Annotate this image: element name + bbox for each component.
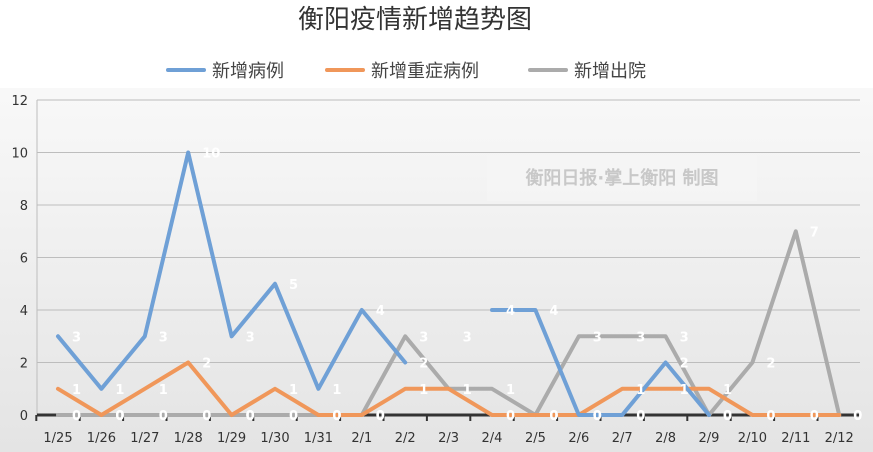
x-tick-label: 2/5 [525, 431, 546, 446]
data-label-0: 4 [506, 304, 515, 319]
data-label-2: 0 [202, 409, 211, 424]
data-label-1: 1 [419, 383, 428, 398]
x-axis: 1/25 1/26 1/27 1/28 1/29 1/30 1/31 2/1 2/2 2/3 2/4… [35, 413, 860, 446]
data-label-1: 0 [506, 409, 515, 424]
y-tick-label: 10 [11, 147, 28, 162]
x-tick-label: 1/30 [260, 431, 289, 446]
data-label-2: 3 [636, 330, 645, 345]
data-label-0: 4 [376, 304, 385, 319]
x-tick-label: 2/1 [351, 431, 372, 446]
y-tick-label: 0 [20, 409, 28, 424]
legend: 新增病例 新增重症病例 新增出院 [166, 61, 646, 82]
x-tick-label: 2/7 [612, 431, 633, 446]
data-label-2: 0 [853, 409, 862, 424]
x-tick-label: 2/3 [438, 431, 459, 446]
data-label-2: 7 [810, 225, 819, 240]
x-tick-label: 2/9 [699, 431, 720, 446]
data-label-0: 3 [246, 330, 255, 345]
data-label-1: 1 [159, 383, 168, 398]
data-label-2: 0 [115, 409, 124, 424]
data-label-2: 0 [376, 409, 385, 424]
x-tick-label: 2/6 [568, 431, 589, 446]
data-label-1: 0 [853, 409, 862, 424]
data-label-0: 0 [723, 409, 732, 424]
y-tick-label: 2 [20, 357, 28, 372]
y-tick-label: 6 [20, 252, 28, 267]
chart-title: 衡阳疫情新增趋势图 [298, 5, 532, 35]
series-lines [56, 150, 842, 417]
x-tick-label: 2/11 [781, 431, 810, 446]
legend-label-0: 新增病例 [212, 61, 284, 82]
data-label-2: 0 [332, 409, 341, 424]
data-label-2: 0 [289, 409, 298, 424]
data-label-0: 2 [680, 357, 689, 372]
x-tick-label: 2/4 [482, 431, 503, 446]
data-label-2: 0 [72, 409, 81, 424]
data-label-2: 1 [463, 383, 472, 398]
data-label-0: 10 [202, 147, 220, 162]
series-line-1-0 [56, 360, 842, 417]
data-label-2: 3 [419, 330, 428, 345]
y-tick-label: 8 [20, 199, 28, 214]
data-label-2: 1 [506, 383, 515, 398]
x-tick-label: 1/27 [130, 431, 159, 446]
header-background [0, 0, 873, 88]
series-line-0-0 [56, 150, 408, 391]
data-label-1: 0 [376, 409, 385, 424]
watermark-background [487, 155, 757, 201]
data-label-1: 0 [332, 409, 341, 424]
x-tick-label: 1/25 [43, 431, 72, 446]
x-tick-label: 1/31 [304, 431, 333, 446]
data-label-2: 0 [246, 409, 255, 424]
y-tick-label: 4 [20, 304, 28, 319]
data-label-0: 1 [115, 383, 124, 398]
data-label-1: 2 [202, 357, 211, 372]
x-tick-label: 2/8 [655, 431, 676, 446]
data-label-0: 0 [593, 409, 602, 424]
data-label-0: 1 [332, 383, 341, 398]
data-label-0: 5 [289, 278, 298, 293]
data-label-1: 0 [246, 409, 255, 424]
data-label-0: 3 [72, 330, 81, 345]
data-label-1: 0 [593, 409, 602, 424]
series-line-0-1 [490, 308, 711, 417]
data-label-1: 1 [289, 383, 298, 398]
data-label-1: 1 [636, 383, 645, 398]
data-label-1: 1 [680, 383, 689, 398]
y-axis: 0 2 4 6 8 10 12 [11, 94, 38, 424]
data-label-2: 0 [549, 409, 558, 424]
legend-label-2: 新增出院 [574, 61, 646, 82]
x-tick-label: 2/10 [738, 431, 767, 446]
x-tick-label: 1/28 [174, 431, 203, 446]
data-label-2: 2 [766, 357, 775, 372]
data-label-0: 0 [636, 409, 645, 424]
y-tick-label: 12 [11, 94, 28, 109]
watermark: 衡阳日报·掌上衡阳 制图 [525, 167, 718, 189]
data-label-1: 0 [810, 409, 819, 424]
data-label-0: 4 [549, 304, 558, 319]
data-label-2: 0 [723, 409, 732, 424]
x-tick-label: 2/12 [825, 431, 854, 446]
data-label-2: 0 [159, 409, 168, 424]
data-label-1: 1 [463, 383, 472, 398]
data-label-1: 0 [549, 409, 558, 424]
data-label-0: 2 [419, 357, 428, 372]
x-tick-label: 2/2 [395, 431, 416, 446]
data-label-0: 3 [463, 330, 472, 345]
data-label-1: 1 [72, 383, 81, 398]
data-label-1: 0 [115, 409, 124, 424]
gridlines [37, 99, 860, 416]
data-label-2: 3 [680, 330, 689, 345]
data-label-2: 3 [593, 330, 602, 345]
data-label-0: 3 [159, 330, 168, 345]
x-tick-label: 1/29 [217, 431, 246, 446]
data-label-1: 0 [766, 409, 775, 424]
data-label-1: 1 [723, 383, 732, 398]
x-tick-label: 1/26 [87, 431, 116, 446]
legend-label-1: 新增重症病例 [371, 61, 479, 82]
